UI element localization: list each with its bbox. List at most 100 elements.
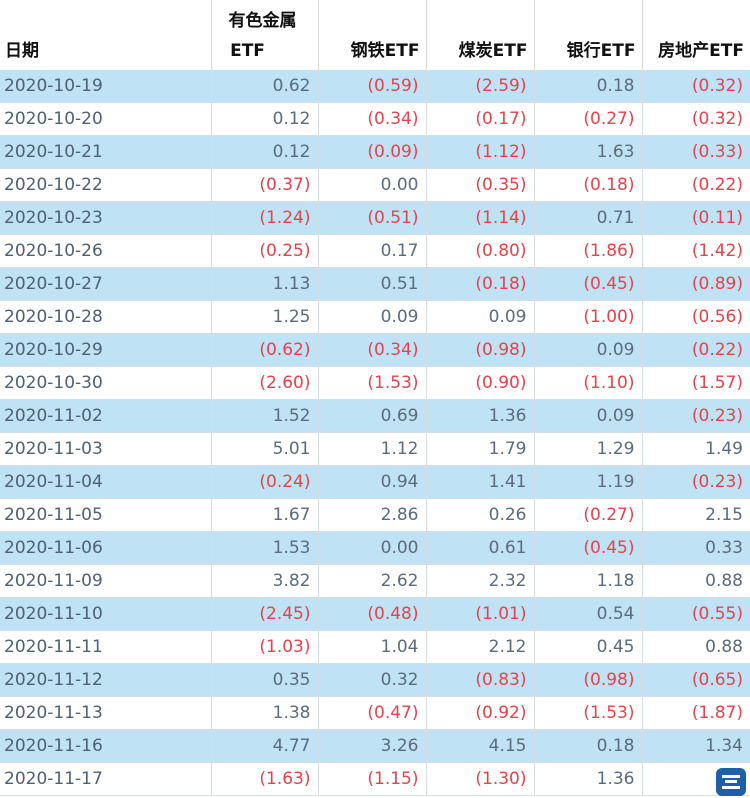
cell-value: (0.59)	[318, 70, 427, 103]
table-row: 2020-10-20 0.12 (0.34) (0.17) (0.27) (0.32)	[0, 102, 750, 136]
cell-value: 1.67	[211, 498, 319, 532]
cell-value: 0.94	[318, 465, 427, 499]
cell-value: (0.18)	[534, 168, 643, 202]
cell-date: 2020-10-29	[0, 333, 212, 367]
cell-value: 0.33	[642, 531, 750, 565]
cell-date: 2020-10-26	[0, 234, 212, 268]
cell-value: (0.47)	[318, 696, 427, 730]
table-row: 2020-11-12 0.35 0.32 (0.83) (0.98) (0.65)	[0, 663, 750, 697]
table-row: 2020-10-22 (0.37) 0.00 (0.35) (0.18) (0.22)	[0, 168, 750, 202]
cell-date: 2020-11-10	[0, 597, 212, 631]
cell-value: 1.36	[426, 399, 535, 433]
cell-value: 0.51	[318, 267, 427, 301]
cell-date: 2020-11-03	[0, 432, 212, 466]
cell-value: 1.12	[318, 432, 427, 466]
cell-date: 2020-11-09	[0, 564, 212, 598]
cell-date: 2020-10-21	[0, 135, 212, 169]
cell-value: 1.18	[534, 564, 643, 598]
table-row: 2020-11-03 5.01 1.12 1.79 1.29 1.49	[0, 432, 750, 466]
cell-value: 0.09	[534, 399, 643, 433]
cell-value: (1.14)	[426, 201, 535, 235]
cell-value: (0.18)	[426, 267, 535, 301]
cell-value: 1.19	[534, 465, 643, 499]
cell-value: 1.63	[534, 135, 643, 169]
cell-value: 4.15	[426, 729, 535, 763]
cell-value: 0.00	[318, 531, 427, 565]
cell-value: 1.38	[211, 696, 319, 730]
cell-value: (1.53)	[318, 366, 427, 400]
cell-value: 1.53	[211, 531, 319, 565]
cell-value: 0.62	[211, 70, 319, 103]
table-row: 2020-11-06 1.53 0.00 0.61 (0.45) 0.33	[0, 531, 750, 565]
cell-value: (0.56)	[642, 300, 750, 334]
cell-value: (0.48)	[318, 597, 427, 631]
cell-value: (0.34)	[318, 102, 427, 136]
cell-value: (1.12)	[426, 135, 535, 169]
cell-date: 2020-11-11	[0, 630, 212, 664]
cell-value: (1.01)	[426, 597, 535, 631]
cell-value: 0.61	[426, 531, 535, 565]
table-row: 2020-10-23 (1.24) (0.51) (1.14) 0.71 (0.11)	[0, 201, 750, 235]
cell-value: 0.45	[534, 630, 643, 664]
cell-value: (0.92)	[426, 696, 535, 730]
cell-value: (0.23)	[642, 465, 750, 499]
cell-value: (1.57)	[642, 366, 750, 400]
header-nonferrous-line1: 有色金属	[228, 11, 297, 31]
cell-value: (2.59)	[426, 70, 535, 103]
cell-value: 1.79	[426, 432, 535, 466]
cell-value: (0.27)	[534, 498, 643, 532]
cell-value: 0.17	[318, 234, 427, 268]
cell-value: (1.10)	[534, 366, 643, 400]
cell-value: (0.98)	[534, 663, 643, 697]
table-row: 2020-10-19 0.62 (0.59) (2.59) 0.18 (0.32)	[0, 70, 750, 103]
header-bank-etf: 银行ETF	[534, 0, 643, 70]
header-nonferrous-line2: ETF	[230, 41, 265, 61]
cell-value: (2.45)	[211, 597, 319, 631]
table-row: 2020-11-05 1.67 2.86 0.26 (0.27) 2.15	[0, 498, 750, 532]
table-row: 2020-11-11 (1.03) 1.04 2.12 0.45 0.88	[0, 630, 750, 664]
cell-value: 2.32	[426, 564, 535, 598]
cell-value: 1.25	[211, 300, 319, 334]
cell-value: 2.12	[426, 630, 535, 664]
cell-value: (0.17)	[426, 102, 535, 136]
table-row: 2020-11-09 3.82 2.62 2.32 1.18 0.88	[0, 564, 750, 598]
cell-date: 2020-11-02	[0, 399, 212, 433]
table-row: 2020-11-13 1.38 (0.47) (0.92) (1.53) (1.87)	[0, 696, 750, 730]
cell-date: 2020-11-13	[0, 696, 212, 730]
cell-date: 2020-10-28	[0, 300, 212, 334]
cell-value: (0.32)	[642, 70, 750, 103]
cell-date: 2020-10-22	[0, 168, 212, 202]
table-row: 2020-11-17(1.63)(1.15)(1.30)1.361	[0, 762, 750, 796]
logo-badge-icon	[722, 775, 740, 789]
cell-value: (0.98)	[426, 333, 535, 367]
cell-value: (1.00)	[534, 300, 643, 334]
cell-value: (0.23)	[642, 399, 750, 433]
cell-date: 2020-11-17	[0, 762, 212, 796]
cell-value: 0.00	[318, 168, 427, 202]
cell-value: 3.26	[318, 729, 427, 763]
cell-value: (0.09)	[318, 135, 427, 169]
cell-value: 0.18	[534, 70, 643, 103]
cell-date: 2020-11-06	[0, 531, 212, 565]
watermark-logo	[716, 768, 746, 796]
cell-date: 2020-11-05	[0, 498, 212, 532]
table-body: 2020-10-19 0.62 (0.59) (2.59) 0.18 (0.32) 2020…	[0, 70, 750, 796]
cell-value: (0.22)	[642, 168, 750, 202]
cell-value: 5.01	[211, 432, 319, 466]
table-row: 2020-10-28 1.25 0.09 0.09 (1.00) (0.56)	[0, 300, 750, 334]
cell-value: 0.69	[318, 399, 427, 433]
cell-date: 2020-10-23	[0, 201, 212, 235]
cell-value: 0.12	[211, 135, 319, 169]
cell-value: 2.15	[642, 498, 750, 532]
cell-value: (0.25)	[211, 234, 319, 268]
cell-value: (1.42)	[642, 234, 750, 268]
cell-value: (0.35)	[426, 168, 535, 202]
cell-value: (0.24)	[211, 465, 319, 499]
cell-value: 1.41	[426, 465, 535, 499]
header-date: 日期	[0, 0, 212, 70]
cell-value: 3.82	[211, 564, 319, 598]
table-row: 2020-11-04 (0.24) 0.94 1.41 1.19 (0.23)	[0, 465, 750, 499]
table-row: 2020-11-02 1.52 0.69 1.36 0.09 (0.23)	[0, 399, 750, 433]
cell-value: 0.88	[642, 630, 750, 664]
